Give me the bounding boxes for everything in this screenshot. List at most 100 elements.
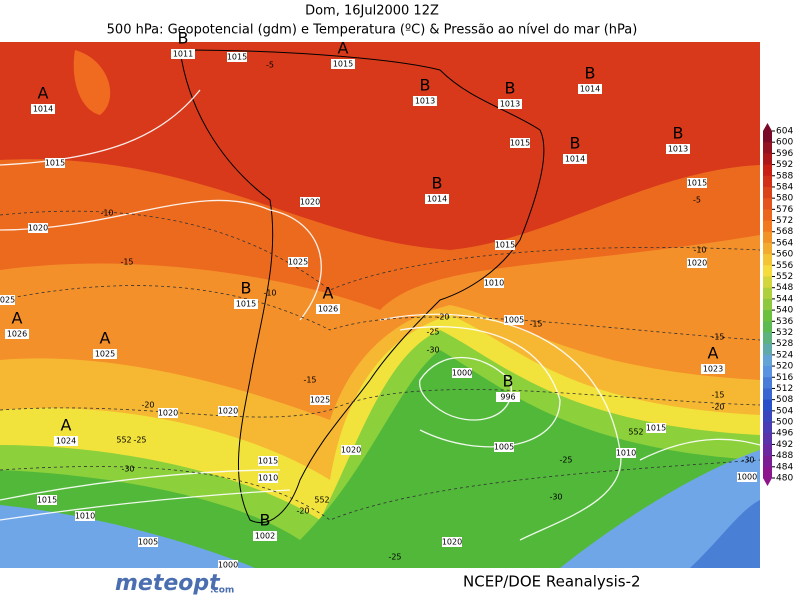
contour-label: 1010 xyxy=(484,279,504,288)
center-value: 1011 xyxy=(173,50,193,59)
center-box xyxy=(331,59,355,69)
contour-label: 1025 xyxy=(288,258,308,267)
colorbar-swatch xyxy=(763,220,772,233)
center-box xyxy=(701,364,725,374)
contour-label: 1015 xyxy=(495,241,515,250)
colorbar-swatch xyxy=(763,242,772,255)
contour-label-box xyxy=(452,368,472,378)
contour-label: 1020 xyxy=(218,407,238,416)
center-box xyxy=(563,154,587,164)
colorbar-swatch xyxy=(763,433,772,445)
contour-label: -15 xyxy=(303,376,316,385)
contour-label: -20 xyxy=(711,403,724,412)
colorbar-swatch xyxy=(763,399,772,412)
colorbar-label: 496 xyxy=(776,429,793,439)
contour-label-box xyxy=(484,278,504,288)
colorbar-swatch xyxy=(763,377,772,389)
colorbar-swatch xyxy=(763,175,772,188)
contour-label: 1010 xyxy=(75,512,95,521)
contour-label: -25 xyxy=(426,328,439,337)
contour-label: -15 xyxy=(120,258,133,267)
colorbar: 6046005965925885845805765725685645605565… xyxy=(763,123,793,486)
field-patch xyxy=(73,50,111,115)
contour-label: -5 xyxy=(693,196,701,205)
colorbar-swatch xyxy=(763,131,772,143)
field-blue-dark xyxy=(690,500,760,568)
colorbar-label: 516 xyxy=(776,373,793,383)
colorbar-label: 552 xyxy=(776,272,793,282)
contour-label-box xyxy=(687,258,707,268)
center-value: 1014 xyxy=(580,85,600,94)
center-value: 1013 xyxy=(500,100,520,109)
contour-label: 1020 xyxy=(158,409,178,418)
logo: meteopt .com xyxy=(115,571,234,596)
contour-label: 1010 xyxy=(258,474,278,483)
center-value: 1002 xyxy=(255,532,275,541)
colorbar-label: 592 xyxy=(776,160,793,170)
contour-label: 1020 xyxy=(687,259,707,268)
colorbar-label: 540 xyxy=(776,306,793,316)
colorbar-label: 584 xyxy=(776,182,793,192)
contour-label: 1025 xyxy=(310,396,330,405)
center-box xyxy=(54,436,78,446)
contour-label-box xyxy=(258,456,278,466)
contour-label: 1020 xyxy=(442,538,462,547)
center-letter: B xyxy=(673,124,684,143)
center-box xyxy=(93,349,117,359)
colorbar-cap xyxy=(763,478,772,486)
center-box xyxy=(171,49,195,59)
contour-label: 1015 xyxy=(687,179,707,188)
contour-label: 1015 xyxy=(258,457,278,466)
center-letter: A xyxy=(100,329,111,348)
contour-label: 1015 xyxy=(227,53,247,62)
center-letter: B xyxy=(503,372,514,391)
contour-label: 1015 xyxy=(37,496,57,505)
isobars xyxy=(0,89,761,541)
center-value: 1024 xyxy=(56,437,76,446)
contour-label-box xyxy=(687,178,707,188)
center-box xyxy=(5,329,29,339)
center-value: 996 xyxy=(500,393,515,402)
colorbar-label: 484 xyxy=(776,462,793,472)
colorbar-label: 556 xyxy=(776,261,793,271)
center-letter: A xyxy=(38,84,49,103)
center-letter: A xyxy=(338,39,349,58)
contour-label: 1020 xyxy=(28,224,48,233)
colorbar-label: 588 xyxy=(776,171,793,181)
center-letter: A xyxy=(61,416,72,435)
field-blue xyxy=(0,505,255,568)
colorbar-label: 600 xyxy=(776,138,793,148)
contour-label-box xyxy=(0,295,15,305)
contour-label-box xyxy=(310,395,330,405)
field-green xyxy=(0,350,760,568)
center-box xyxy=(666,144,690,154)
colorbar-label: 560 xyxy=(776,250,793,260)
center-value: 1025 xyxy=(95,350,115,359)
contour-label: 1020 xyxy=(300,198,320,207)
center-letter: B xyxy=(241,279,252,298)
contour-label-box xyxy=(227,52,247,62)
center-box xyxy=(31,104,55,114)
center-letter: A xyxy=(12,309,23,328)
colorbar-swatch xyxy=(763,231,772,244)
contour-label: -15 xyxy=(711,333,724,342)
colorbar-swatch xyxy=(763,164,772,177)
center-letter: B xyxy=(585,64,596,83)
contour-label: -30 xyxy=(121,465,134,474)
colorbar-swatch xyxy=(763,343,772,356)
source: NCEP/DOE Reanalysis-2 xyxy=(463,573,641,591)
colorbar-cap xyxy=(763,123,772,131)
contour-label-box xyxy=(300,197,320,207)
colorbar-label: 528 xyxy=(776,339,793,349)
center-box xyxy=(413,96,437,106)
colorbar-swatch xyxy=(763,354,772,367)
logo-text: meteopt xyxy=(115,571,221,596)
contour-label: 1000 xyxy=(452,369,472,378)
center-letter: A xyxy=(323,284,334,303)
contour-label-box xyxy=(510,138,530,148)
labels: B 1011 A 1015 A 1014 B 1013 B 1013 B 1014 B 1014 B 1013… xyxy=(0,29,757,570)
colorbar-label: 576 xyxy=(776,205,793,215)
colorbar-label: 544 xyxy=(776,294,793,304)
colorbar-swatch xyxy=(763,366,772,378)
colorbar-swatch xyxy=(763,298,772,311)
